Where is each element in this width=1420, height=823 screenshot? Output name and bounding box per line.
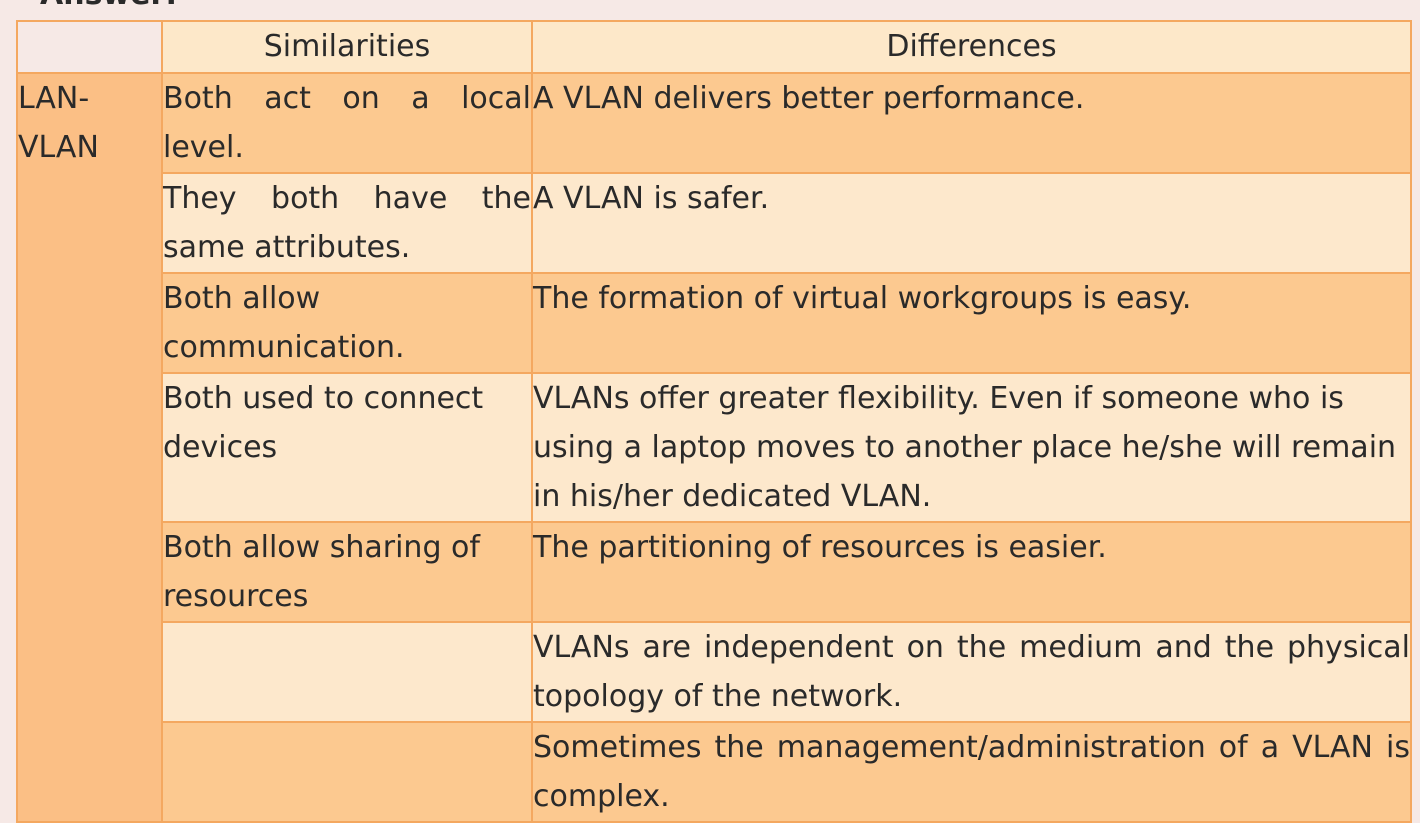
difference-cell: Sometimes the management/administration … [531,721,1412,823]
table-row: Both used to connect devices VLANs offer… [17,372,1412,523]
difference-cell: A VLAN is safer. [531,172,1412,274]
difference-cell: VLANs are independent on the medium and … [531,621,1412,723]
table-corner-cell [16,20,163,74]
comparison-table: Similarities Differences LAN- VLAN Both … [16,20,1412,823]
difference-cell: A VLAN delivers better performance. [531,72,1412,174]
column-header-differences: Differences [531,20,1412,74]
table-row: Both allow sharing of resources The part… [17,521,1412,623]
similarity-cell: Both used to connect devices [161,372,533,523]
page-heading: Answer: [40,0,177,10]
similarity-cell: Both allow sharing of resources [161,521,533,623]
similarity-cell: Both act on a local level. [161,72,533,174]
table-row: Sometimes the management/administration … [17,721,1412,823]
table-row: Both allow communication. The formation … [17,272,1412,374]
column-header-similarities: Similarities [161,20,533,74]
similarity-cell [161,621,533,723]
table-row: VLANs are independent on the medium and … [17,621,1412,723]
table-row: They both have the same attributes. A VL… [17,172,1412,274]
difference-cell: VLANs offer greater flexibility. Even if… [531,372,1412,523]
table-row: LAN- VLAN Both act on a local level. A V… [16,72,1412,823]
row-label-lan-vlan: LAN- VLAN [16,72,163,823]
similarity-cell: Both allow communication. [161,272,533,374]
difference-cell: The partitioning of resources is easier. [531,521,1412,623]
difference-cell: The formation of virtual workgroups is e… [531,272,1412,374]
row-label-text: LAN- VLAN [18,81,99,165]
similarity-cell [161,721,533,823]
similarity-cell: They both have the same attributes. [161,172,533,274]
